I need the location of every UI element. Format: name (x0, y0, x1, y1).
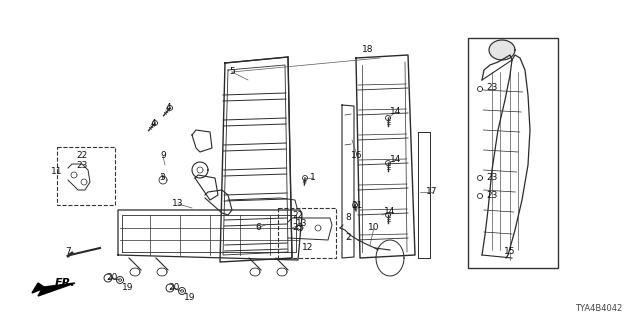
Text: TYA4B4042: TYA4B4042 (575, 304, 622, 313)
Text: 3: 3 (159, 173, 165, 182)
Text: 17: 17 (426, 188, 438, 196)
Text: 18: 18 (362, 45, 374, 54)
Text: 13: 13 (172, 199, 184, 209)
Polygon shape (32, 283, 75, 296)
Text: 10: 10 (368, 223, 380, 233)
Text: 8: 8 (345, 213, 351, 222)
Text: 23: 23 (486, 191, 498, 201)
Text: FR.: FR. (55, 278, 76, 288)
Text: 23: 23 (292, 223, 304, 233)
Text: 14: 14 (390, 156, 402, 164)
Text: 16: 16 (351, 150, 363, 159)
Text: 1: 1 (310, 173, 316, 182)
Text: 22: 22 (292, 212, 303, 220)
Text: 14: 14 (384, 207, 396, 217)
Text: 4: 4 (165, 103, 171, 113)
Polygon shape (489, 40, 515, 60)
Text: 19: 19 (184, 293, 196, 302)
Text: 7: 7 (65, 247, 71, 257)
Text: 4: 4 (150, 119, 156, 129)
Bar (278, 208, 336, 258)
Bar (57, 147, 115, 205)
Text: 11: 11 (51, 167, 63, 177)
Text: 15: 15 (504, 247, 516, 257)
Text: 14: 14 (390, 108, 402, 116)
Text: 6: 6 (255, 223, 261, 233)
Text: 20: 20 (168, 284, 180, 292)
Text: 23: 23 (486, 84, 498, 92)
Text: 23: 23 (76, 162, 88, 171)
Text: 19: 19 (122, 284, 134, 292)
Bar (468, 38, 558, 268)
Text: 5: 5 (229, 68, 235, 76)
Text: 21: 21 (351, 201, 363, 210)
Text: 12: 12 (302, 244, 314, 252)
Text: 9: 9 (160, 151, 166, 161)
Text: 23: 23 (486, 173, 498, 182)
Text: 13: 13 (296, 220, 308, 228)
Text: 2: 2 (345, 234, 351, 243)
Text: 20: 20 (106, 274, 118, 283)
Text: 22: 22 (76, 150, 88, 159)
